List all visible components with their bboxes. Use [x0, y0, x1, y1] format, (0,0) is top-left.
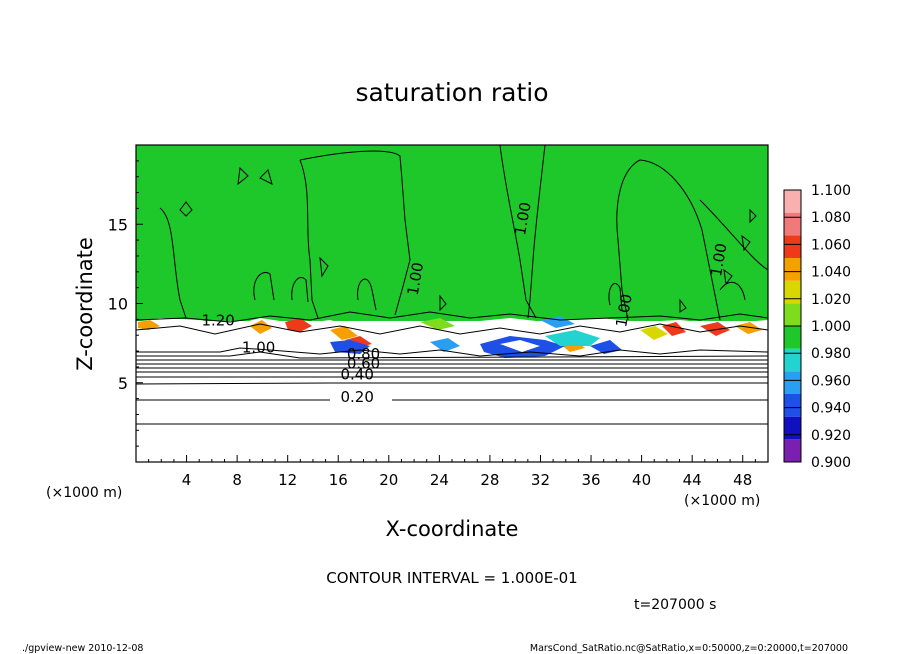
colorbar-label: 0.960 [811, 373, 851, 389]
colorbar-label: 1.080 [811, 210, 851, 226]
x-tick-label: 48 [733, 471, 752, 489]
colorbar-label: 0.900 [811, 455, 851, 471]
contour-label: 1.00 [404, 261, 428, 297]
colorbar-swatch [784, 212, 801, 236]
contour-label: 0.60 [347, 354, 380, 372]
x-axis-ticks: 4 8 12 16 20 24 28 32 36 40 44 48 [148, 455, 756, 489]
contour-label: 1.00 [707, 242, 731, 278]
colorbar-label: 0.940 [811, 401, 851, 417]
colorbar-swatch [784, 394, 801, 417]
colorbar-label: 1.020 [811, 292, 851, 308]
contour-labels: 1.20 1.00 0.800.600.40 0.20 1.00 1.00 1.00 1.00 [201, 201, 730, 406]
supersaturated-region [136, 145, 768, 321]
x-tick-label: 12 [278, 471, 297, 489]
x-axis-label: X-coordinate [386, 517, 519, 541]
colorbar-swatch [784, 371, 801, 394]
colorbar: 0.900 0.920 0.940 0.960 0.980 1.000 1.020 1.040… [783, 183, 851, 471]
x-tick-label: 20 [379, 471, 398, 489]
contour-label: 0.80 [347, 345, 380, 363]
x-tick-label: 28 [480, 471, 499, 489]
x-tick-label: 4 [182, 471, 192, 489]
time-text: t=207000 s [634, 597, 716, 613]
colorbar-swatch [784, 348, 801, 372]
contour-label: 1.00 [242, 339, 275, 357]
contour-label: 1.00 [612, 293, 636, 329]
x-unit-right: (×1000 m) [684, 493, 760, 509]
x-tick-label: 8 [232, 471, 242, 489]
y-axis-label: Z-coordinate [73, 237, 97, 371]
colorbar-swatch [784, 439, 801, 462]
colorbar-swatch [784, 280, 801, 304]
colorbar-swatch [784, 190, 801, 213]
footer-right: MarsCond_SatRatio.nc@SatRatio,x=0:50000,… [530, 643, 848, 654]
colorbar-swatch [784, 235, 801, 258]
y-tick-label: 10 [108, 295, 128, 314]
colorbar-label: 1.000 [811, 319, 851, 335]
y-axis-ticks: 5 10 15 [108, 160, 143, 447]
x-unit-left: (×1000 m) [46, 485, 122, 501]
footer-left: ./gpview-new 2010-12-08 [22, 643, 143, 654]
contour-interval-text: CONTOUR INTERVAL = 1.000E-01 [326, 569, 577, 587]
x-tick-label: 44 [683, 471, 702, 489]
x-tick-label: 36 [581, 471, 600, 489]
contour-label: 0.40 [340, 366, 373, 384]
colorbar-label: 1.100 [811, 183, 851, 199]
colorbar-swatch [784, 303, 801, 326]
contour-label: 1.00 [511, 201, 535, 237]
y-tick-label: 5 [118, 374, 128, 393]
x-tick-label: 40 [632, 471, 651, 489]
colorbar-label: 0.980 [811, 346, 851, 362]
cloud-band-patches [136, 316, 768, 358]
contour-label: 0.20 [340, 388, 373, 406]
colorbar-swatch [784, 258, 801, 281]
chart-title: saturation ratio [355, 78, 548, 107]
plot-area: 1.20 1.00 0.800.600.40 0.20 1.00 1.00 1.00 1.00 [136, 145, 768, 462]
colorbar-label: 1.040 [811, 265, 851, 281]
colorbar-swatch [784, 326, 801, 349]
x-tick-label: 16 [329, 471, 348, 489]
colorbar-label: 1.060 [811, 237, 851, 253]
y-tick-label: 15 [108, 215, 128, 234]
contour-lines [136, 145, 768, 425]
x-tick-label: 24 [430, 471, 449, 489]
colorbar-swatch [784, 416, 801, 440]
x-tick-label: 32 [531, 471, 550, 489]
colorbar-label: 0.920 [811, 428, 851, 444]
contour-label: 1.20 [201, 312, 234, 330]
